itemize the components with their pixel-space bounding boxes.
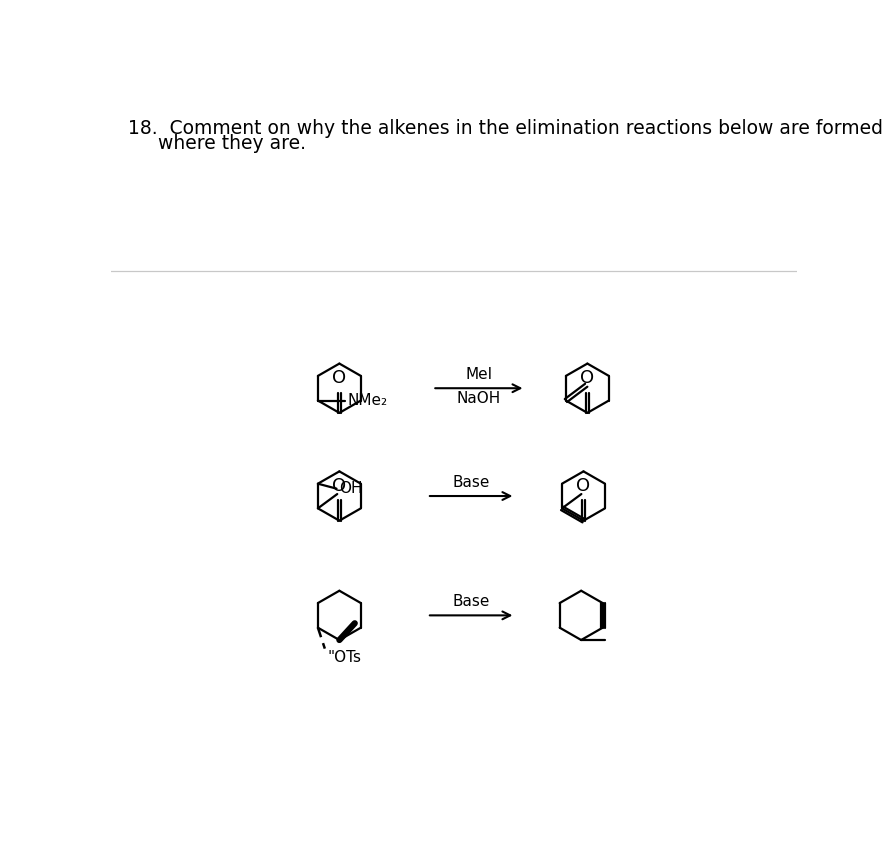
Text: O: O [577,477,591,495]
Text: NMe₂: NMe₂ [347,393,388,408]
Text: OH: OH [338,481,362,496]
Text: where they are.: where they are. [128,134,306,153]
Text: "OTs: "OTs [327,650,361,666]
Text: O: O [332,477,346,495]
Text: 18.  Comment on why the alkenes in the elimination reactions below are formed at: 18. Comment on why the alkenes in the el… [128,119,886,138]
Text: NaOH: NaOH [457,391,501,406]
Text: O: O [332,369,346,387]
Text: Base: Base [453,475,490,490]
Text: O: O [580,369,595,387]
Text: MeI: MeI [465,367,493,382]
Text: Base: Base [453,594,490,610]
